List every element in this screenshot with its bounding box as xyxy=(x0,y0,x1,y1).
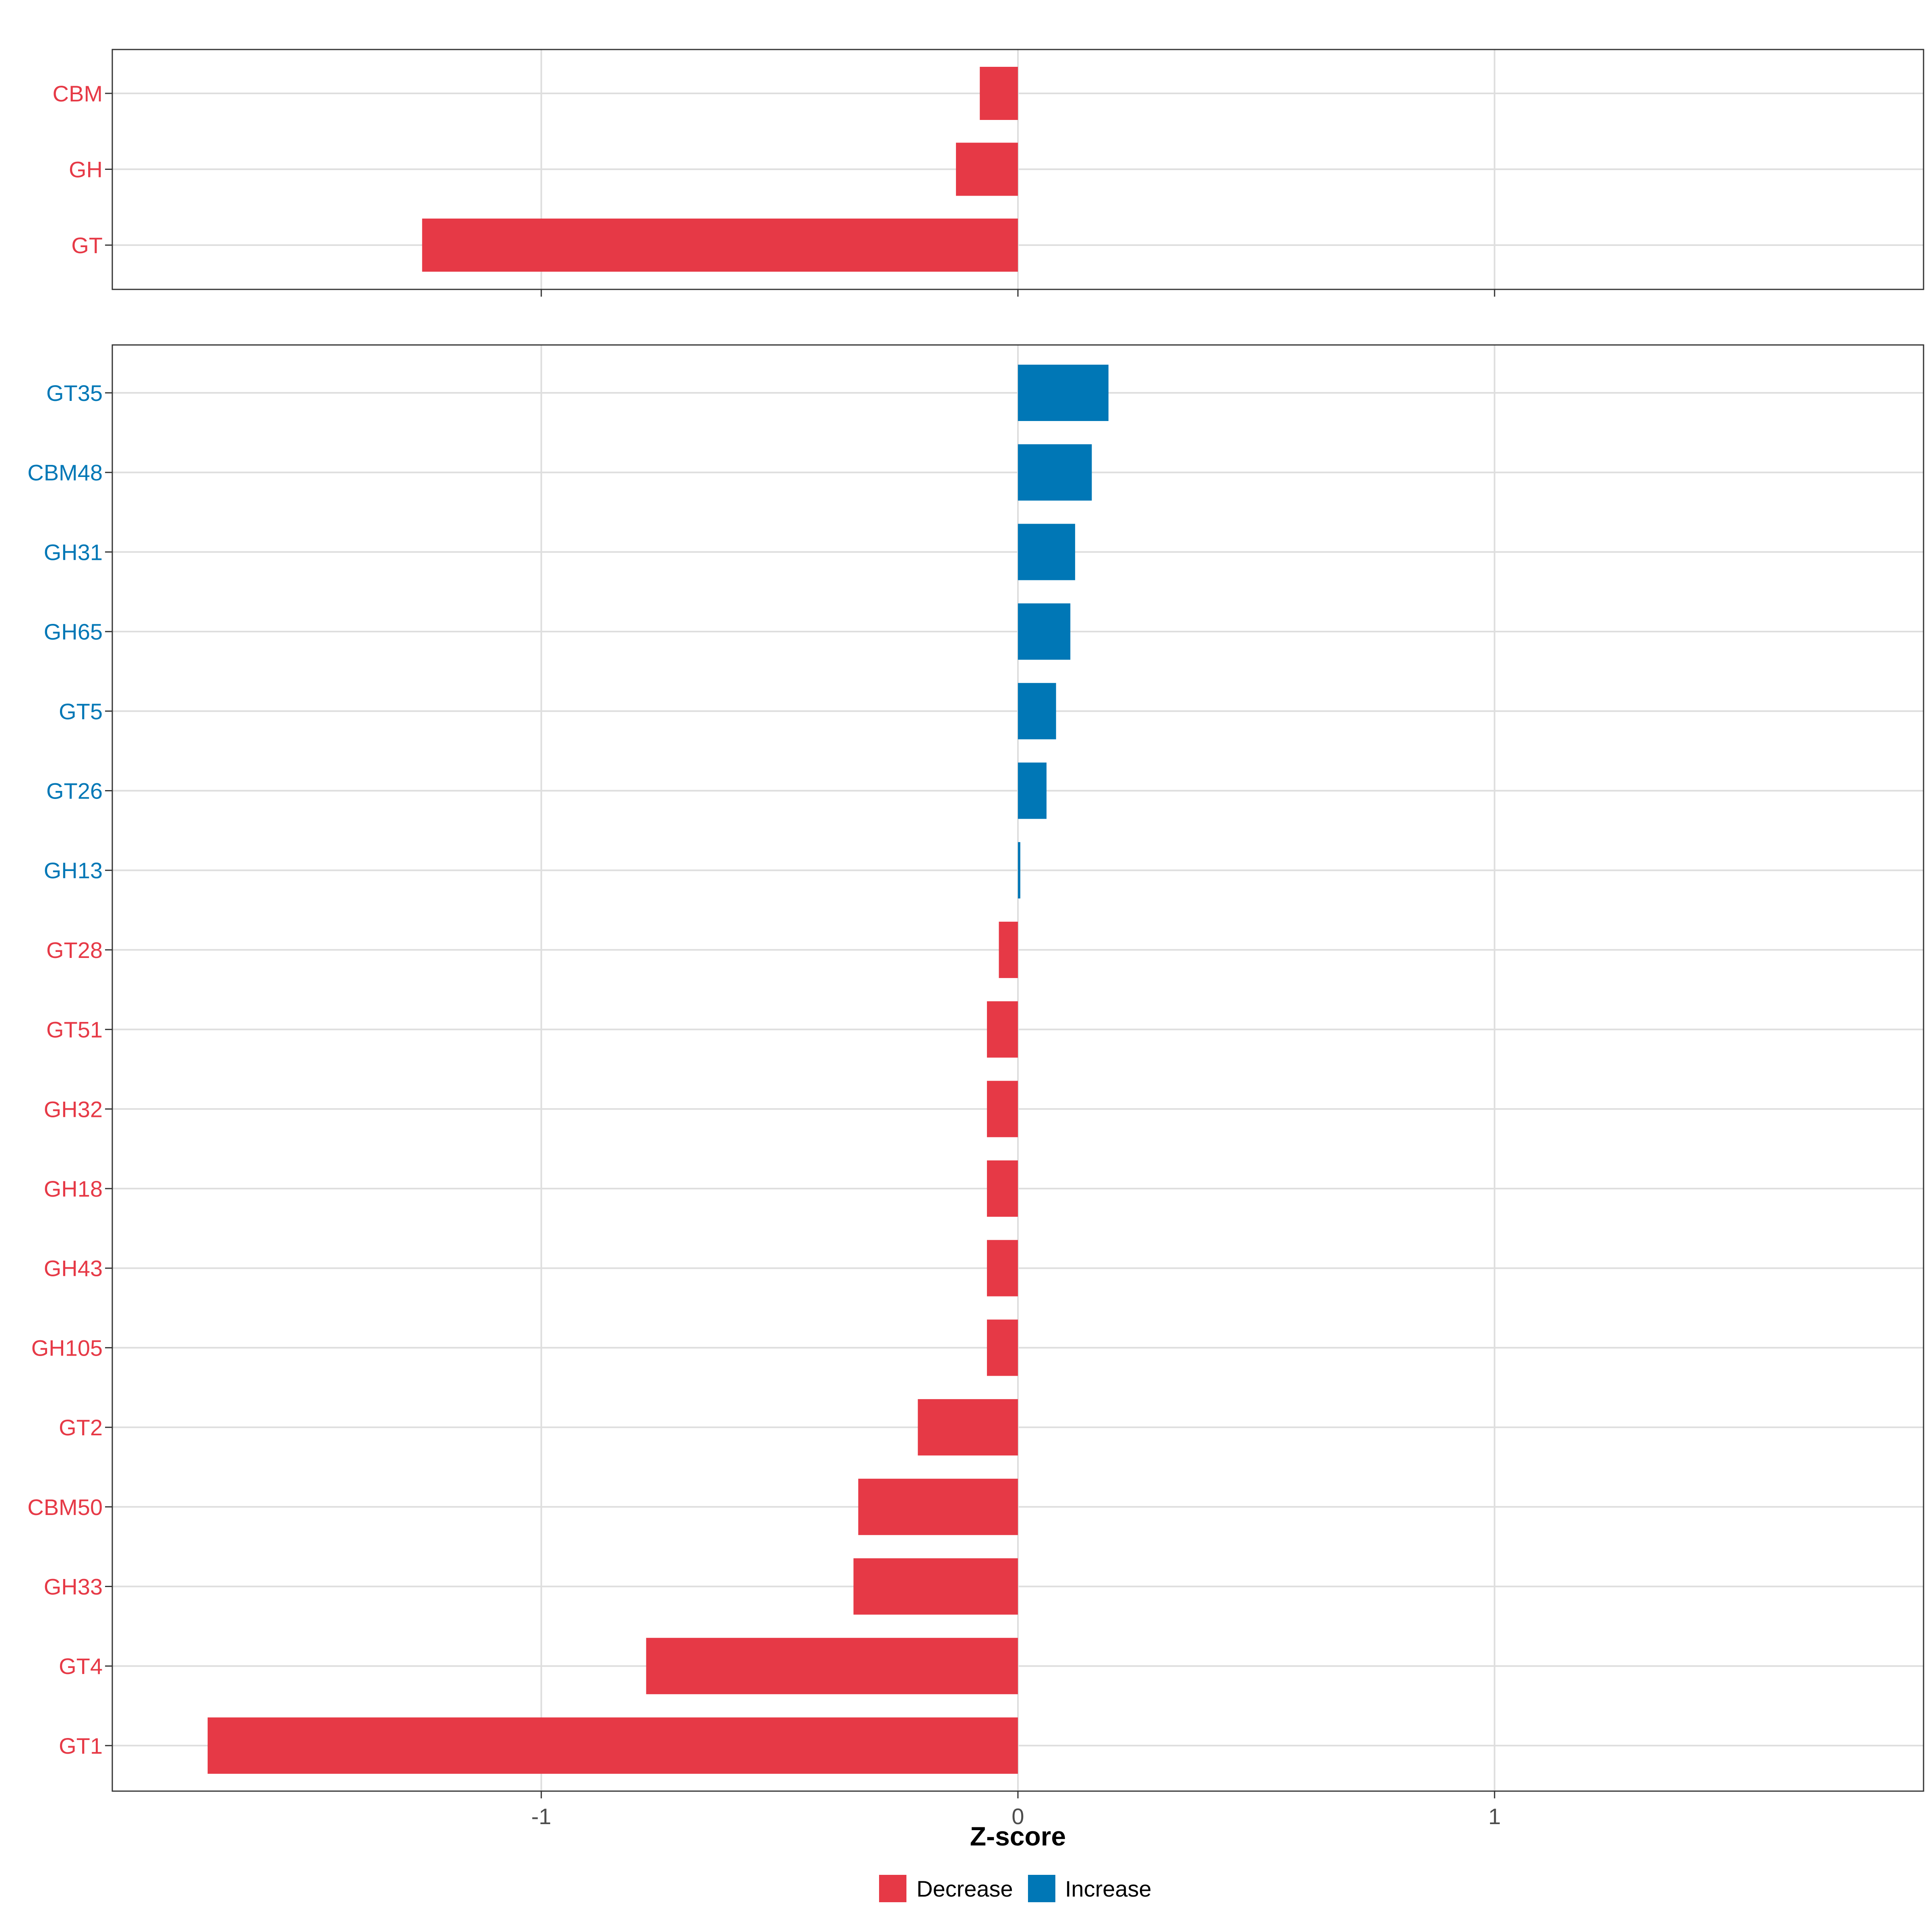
x-axis: -1 0 1 xyxy=(531,1791,1501,1829)
bar-gt28 xyxy=(999,921,1018,978)
bar-gt51 xyxy=(987,1001,1018,1058)
y-tick-label-gh18: GH18 xyxy=(44,1176,103,1201)
y-tick-label-gh: GH xyxy=(69,157,103,182)
legend-label-increase: Increase xyxy=(1065,1876,1152,1901)
y-tick-label-gh31: GH31 xyxy=(44,539,103,565)
legend: Decrease Increase xyxy=(879,1875,1152,1902)
bar-cbm48 xyxy=(1018,444,1092,501)
x-tick-label: 0 xyxy=(1011,1804,1024,1829)
bar-gh31 xyxy=(1018,524,1075,580)
y-tick-label-gt1: GT1 xyxy=(59,1733,103,1759)
bottom-panel-y-axis: GT35 CBM48 GH31 GH65 GT5 GT26 GH13 GT28 GT51 GH32… xyxy=(27,380,112,1759)
bar-gt26 xyxy=(1018,762,1047,819)
top-panel: CBM GH GT xyxy=(53,49,1924,297)
bar-gt5 xyxy=(1018,683,1056,739)
legend-label-decrease: Decrease xyxy=(916,1876,1013,1901)
y-tick-label-gh65: GH65 xyxy=(44,619,103,644)
bar-gh65 xyxy=(1018,603,1071,660)
y-tick-label-gt: GT xyxy=(71,233,103,258)
y-tick-label-gh32: GH32 xyxy=(44,1096,103,1122)
legend-swatch-decrease xyxy=(879,1875,906,1902)
y-tick-label-gh13: GH13 xyxy=(44,858,103,883)
bar-gt xyxy=(422,219,1018,272)
y-tick-label-gt4: GT4 xyxy=(59,1653,103,1679)
bar-gt4 xyxy=(646,1638,1018,1695)
bar-cbm50 xyxy=(858,1478,1018,1535)
y-tick-label-gt26: GT26 xyxy=(46,778,103,804)
y-tick-label-gh43: GH43 xyxy=(44,1256,103,1281)
y-tick-label-gt2: GT2 xyxy=(59,1415,103,1440)
bar-gh33 xyxy=(853,1558,1018,1615)
top-panel-y-axis: CBM GH GT xyxy=(53,81,112,258)
y-tick-label-gh33: GH33 xyxy=(44,1574,103,1600)
y-tick-label-gt28: GT28 xyxy=(46,937,103,963)
x-axis-title: Z-score xyxy=(970,1821,1066,1851)
bar-gh18 xyxy=(987,1160,1018,1217)
x-tick-label: -1 xyxy=(531,1804,551,1829)
bar-gh13 xyxy=(1018,842,1020,899)
bar-cbm xyxy=(980,67,1018,120)
bottom-panel: GT35 CBM48 GH31 GH65 GT5 GT26 GH13 GT28 GT51 GH32… xyxy=(27,344,1924,1829)
bar-gt1 xyxy=(207,1717,1018,1774)
bottom-panel-bars xyxy=(207,365,1108,1774)
y-tick-label-cbm48: CBM48 xyxy=(27,460,103,485)
y-tick-label-cbm50: CBM50 xyxy=(27,1494,103,1520)
bar-gh43 xyxy=(987,1240,1018,1296)
legend-swatch-increase xyxy=(1028,1875,1055,1902)
bar-gt35 xyxy=(1018,365,1108,421)
bar-gh105 xyxy=(987,1319,1018,1376)
y-tick-label-gt51: GT51 xyxy=(46,1017,103,1042)
top-panel-x-ticks xyxy=(541,289,1495,297)
bar-gh xyxy=(956,142,1018,196)
bar-gh32 xyxy=(987,1081,1018,1137)
top-panel-bars xyxy=(422,67,1018,272)
bar-gt2 xyxy=(918,1399,1018,1456)
x-tick-label: 1 xyxy=(1488,1804,1501,1829)
y-tick-label-gt35: GT35 xyxy=(46,380,103,406)
y-tick-label-gt5: GT5 xyxy=(59,699,103,724)
y-tick-label-gh105: GH105 xyxy=(31,1335,103,1360)
y-tick-label-cbm: CBM xyxy=(53,81,103,106)
